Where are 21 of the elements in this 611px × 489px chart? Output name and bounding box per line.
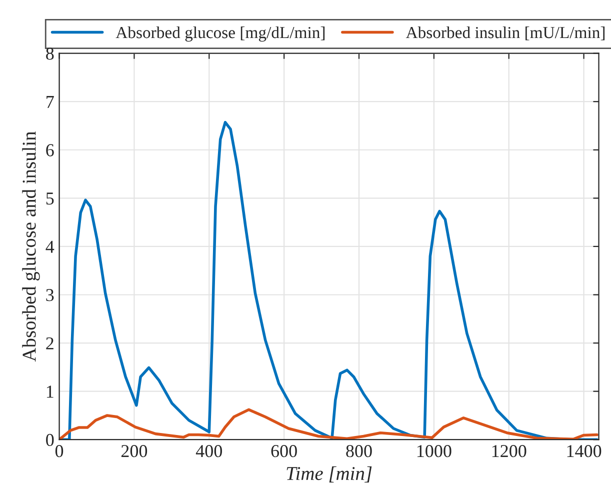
legend-label: Absorbed glucose [mg/dL/min] <box>116 26 325 42</box>
x-axis-title: Time [min] <box>286 466 372 482</box>
x-tick-label: 1400 <box>567 444 602 458</box>
y-tick-label: 5 <box>46 192 54 205</box>
y-tick-label: 0 <box>46 434 54 446</box>
x-tick-label: 200 <box>121 444 148 458</box>
x-tick-label: 400 <box>196 444 222 458</box>
y-tick-label: 1 <box>46 386 54 398</box>
y-tick-label: 6 <box>46 144 54 156</box>
legend-label: Absorbed insulin [mU/L/min] <box>406 26 605 40</box>
y-axis-title: Absorbed glucose and insulin <box>22 131 40 362</box>
x-tick-label: 0 <box>55 444 64 458</box>
y-tick-label: 3 <box>46 289 54 302</box>
x-tick-label: 1000 <box>417 444 452 458</box>
x-tick-label: 800 <box>346 444 372 458</box>
x-tick-label: 1200 <box>492 444 526 458</box>
y-tick-label: 2 <box>46 337 54 350</box>
y-tick-label: 7 <box>46 96 54 108</box>
x-tick-label: 600 <box>271 444 297 458</box>
y-tick-label: 8 <box>46 48 54 60</box>
y-tick-label: 4 <box>46 240 54 253</box>
